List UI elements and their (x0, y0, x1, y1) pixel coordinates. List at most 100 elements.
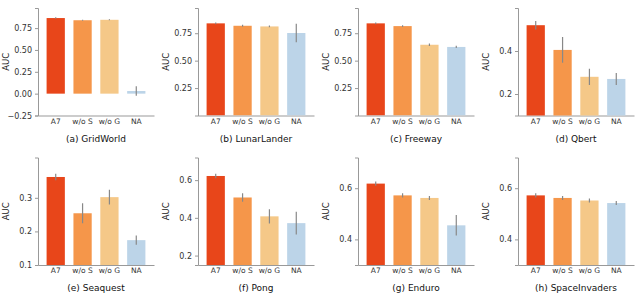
y-tick-mark (515, 188, 518, 189)
y-tick: 0.75 (334, 29, 358, 38)
y-tick-mark (195, 33, 198, 34)
x-tick-label: NA (131, 117, 143, 126)
x-tick: w/o S (552, 265, 573, 275)
x-tick: A7 (211, 116, 221, 126)
error-bar (402, 193, 403, 197)
y-tick-mark (195, 218, 198, 219)
y-axis-title: AUC (161, 202, 171, 220)
y-tick-mark (515, 51, 518, 52)
y-tick: 0.75 (174, 29, 198, 38)
y-axis-line (195, 9, 199, 117)
error-bar (375, 22, 376, 24)
error-bar (535, 193, 536, 197)
error-bar (535, 21, 536, 30)
x-tick: A7 (211, 265, 221, 275)
y-tick-label: 0.4 (499, 235, 512, 244)
y-tick: 0.4 (339, 235, 358, 244)
y-axis: −0.250.000.250.500.75 (7, 9, 38, 121)
bar (367, 23, 385, 115)
error-bar (109, 19, 110, 20)
x-tick-label: NA (131, 266, 143, 275)
x-tick: w/o G (579, 265, 601, 275)
bar (233, 197, 251, 265)
y-tick: 0.2 (499, 90, 518, 99)
x-tick: NA (291, 265, 303, 275)
x-axis: A7 w/o S w/o G NA (39, 116, 155, 126)
chart-title: (b) LunarLander (220, 134, 293, 144)
panel: 0.250.500.75A7w/o Sw/o GNAAUC(b) LunarLa… (161, 9, 315, 144)
x-tick-label: w/o S (232, 117, 253, 126)
x-tick-label: w/o G (419, 266, 441, 275)
bar (100, 197, 118, 265)
x-tick: NA (451, 265, 463, 275)
plot-area (47, 174, 146, 265)
error-bar (215, 174, 216, 179)
x-tick-label: w/o G (99, 117, 121, 126)
x-tick-label: w/o G (259, 117, 281, 126)
x-tick: NA (291, 116, 303, 126)
y-tick-label: 0.50 (174, 57, 192, 66)
y-tick-label: 0.6 (339, 184, 352, 193)
x-axis: A7w/o Sw/o GNA (199, 265, 315, 275)
bar (580, 201, 598, 266)
y-tick-mark (35, 116, 38, 117)
x-tick-label: w/o S (552, 117, 573, 126)
chart-title: (e) Seaquest (67, 283, 125, 293)
y-axis: 0.4 0.6 (339, 158, 358, 266)
x-tick: NA (451, 116, 463, 126)
y-tick: 0.3 (19, 194, 38, 203)
y-tick-mark (35, 94, 38, 95)
y-tick-mark (35, 50, 38, 51)
figure: −0.250.000.250.500.75A7w/o Sw/o GNAAUC(a… (0, 0, 640, 299)
y-tick-mark (195, 88, 198, 89)
y-tick-label: 0.50 (334, 57, 352, 66)
y-axis: 0.2 0.4 (499, 9, 518, 117)
y-axis-title: AUC (481, 202, 491, 220)
bar (527, 25, 545, 115)
x-tick: w/o G (579, 116, 601, 126)
y-axis: 0.20.40.6 (179, 158, 198, 266)
x-tick-label: w/o S (552, 266, 573, 275)
x-tick-label: w/o G (579, 117, 601, 126)
x-tick: NA (131, 265, 143, 275)
y-tick-label: 0.2 (19, 227, 32, 236)
y-tick: 0.50 (174, 57, 198, 66)
y-tick: 0.6 (179, 176, 198, 185)
y-tick: 0.25 (14, 68, 38, 77)
x-tick: A7 (51, 116, 61, 126)
x-tick: A7 (531, 265, 541, 275)
error-bar (296, 212, 297, 235)
y-tick-label: −0.25 (7, 112, 32, 121)
y-tick-label: 0.4 (339, 235, 352, 244)
x-tick-label: w/o S (392, 117, 413, 126)
y-tick: 0.6 (339, 184, 358, 193)
error-bar (55, 17, 56, 18)
x-tick-label: NA (291, 266, 303, 275)
bar (393, 26, 411, 115)
x-tick-label: w/o S (72, 117, 93, 126)
y-tick-label: 0.75 (14, 24, 32, 33)
panel: 0.40.6A7w/o Sw/o GNAAUC(h) SpaceInvaders (481, 158, 635, 299)
x-tick-label: w/o S (72, 266, 93, 275)
error-bar (109, 190, 110, 205)
y-tick-label: 0.2 (499, 90, 512, 99)
x-axis: A7w/o Sw/o GNA (519, 265, 635, 275)
x-tick-label: A7 (371, 266, 381, 275)
y-tick-label: 0.4 (179, 214, 192, 223)
error-bar (429, 196, 430, 200)
y-tick-mark (35, 28, 38, 29)
y-tick-mark (355, 33, 358, 34)
x-axis: A7 w/o S w/o G NA (199, 116, 315, 126)
bar (420, 198, 438, 265)
y-tick: 0.4 (499, 47, 518, 56)
y-axis-line (355, 9, 359, 117)
x-tick-label: NA (451, 266, 463, 275)
error-bar (456, 46, 457, 48)
x-tick-label: A7 (531, 266, 541, 275)
bar (607, 203, 625, 265)
x-tick-label: w/o G (99, 266, 121, 275)
bar (47, 177, 65, 265)
x-tick-label: A7 (371, 117, 381, 126)
x-tick: w/o G (99, 116, 121, 126)
y-axis-title: AUC (481, 53, 491, 71)
